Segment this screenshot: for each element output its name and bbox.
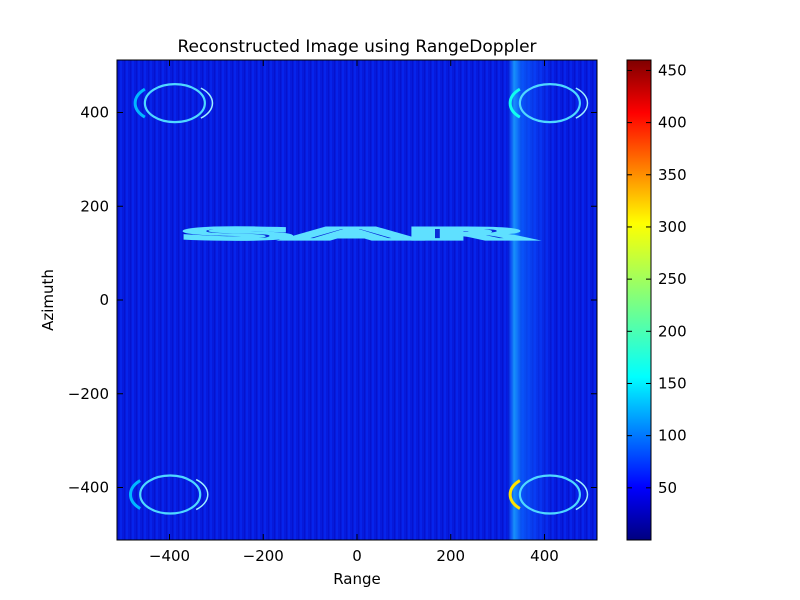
ring-outline	[139, 474, 202, 515]
y-tick-label: 200	[80, 197, 109, 215]
ring-faint-edge	[195, 478, 209, 511]
colorbar-gradient	[626, 59, 652, 541]
y-axis-label: Azimuth	[39, 269, 57, 331]
colorbar-tick-label: 400	[658, 114, 687, 132]
y-axis: −400 −200 0 200 400	[68, 104, 597, 497]
colorbar-ticks: 50 100 150 200 250 300 350 400 450	[627, 61, 687, 497]
ring-faint-edge	[575, 478, 589, 511]
ring-outline	[518, 83, 581, 124]
bright-vertical-band	[507, 60, 554, 540]
chart-title: Reconstructed Image using RangeDoppler	[177, 37, 536, 57]
ring-bright-edge	[133, 87, 146, 119]
ring-feature	[133, 83, 214, 124]
colorbar-tick-label: 100	[658, 427, 687, 445]
y-tick-label: 400	[80, 104, 109, 122]
x-tick-label: −200	[243, 547, 284, 565]
colorbar-tick-label: 50	[658, 479, 677, 497]
x-tick-label: −400	[149, 547, 190, 565]
x-axis: −400 −200 0 200 400	[149, 60, 559, 565]
y-tick-label: −400	[68, 479, 109, 497]
ring-bright-edge	[129, 479, 141, 510]
ring-faint-edge	[575, 87, 589, 119]
colorbar-tick-label: 300	[658, 218, 687, 236]
y-tick-label: 0	[99, 291, 109, 309]
ring-faint-edge	[200, 87, 214, 119]
colorbar-tick-label: 350	[658, 166, 687, 184]
ring-outline	[518, 474, 581, 515]
colorbar-tick-label: 450	[658, 61, 687, 79]
colorbar-tick-label: 250	[658, 270, 687, 288]
ring-feature	[129, 474, 209, 515]
ring-feature	[508, 474, 589, 515]
x-tick-label: 200	[436, 547, 465, 565]
ring-bright-edge	[508, 479, 521, 510]
ring-outline	[143, 83, 206, 124]
ring-bright-edge	[508, 87, 521, 119]
plot-area: SAR	[117, 60, 597, 540]
colorbar-tick-label: 150	[658, 374, 687, 392]
colorbar: 50 100 150 200 250 300 350 400 450	[626, 59, 687, 541]
y-tick-label: −200	[68, 385, 109, 403]
sar-text-feature: SAR	[184, 224, 526, 243]
colorbar-tick-label: 200	[658, 322, 687, 340]
heatmap-features	[129, 83, 589, 515]
x-axis-label: Range	[333, 570, 381, 588]
x-tick-label: 0	[352, 547, 362, 565]
x-tick-label: 400	[530, 547, 559, 565]
ring-feature	[508, 83, 589, 124]
